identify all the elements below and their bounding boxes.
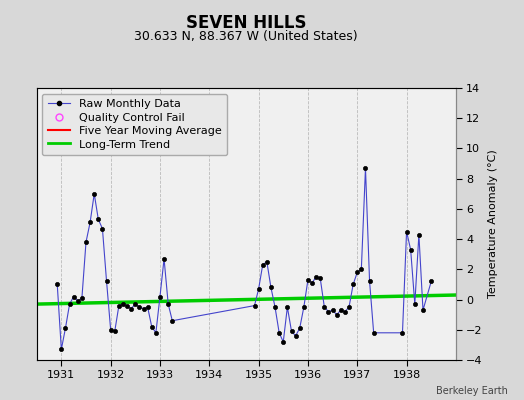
Text: 30.633 N, 88.367 W (United States): 30.633 N, 88.367 W (United States) xyxy=(135,30,358,43)
Legend: Raw Monthly Data, Quality Control Fail, Five Year Moving Average, Long-Term Tren: Raw Monthly Data, Quality Control Fail, … xyxy=(42,94,227,155)
Text: SEVEN HILLS: SEVEN HILLS xyxy=(186,14,307,32)
Text: Berkeley Earth: Berkeley Earth xyxy=(436,386,508,396)
Y-axis label: Temperature Anomaly (°C): Temperature Anomaly (°C) xyxy=(488,150,498,298)
